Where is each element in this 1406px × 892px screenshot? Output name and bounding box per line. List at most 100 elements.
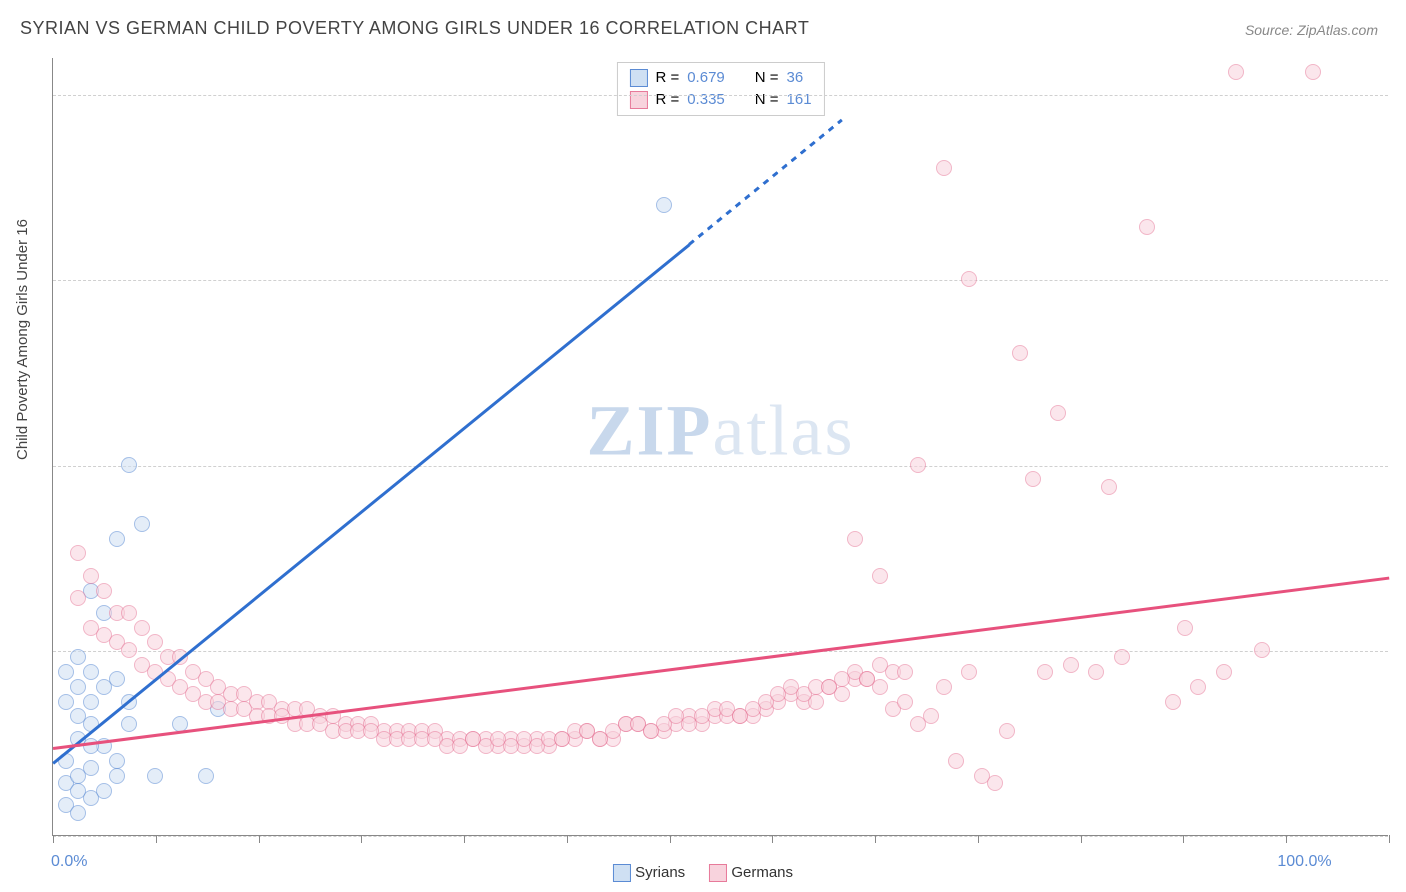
data-point <box>70 679 86 695</box>
data-point <box>1254 642 1270 658</box>
legend-r-label: R = <box>655 89 679 111</box>
data-point <box>936 160 952 176</box>
data-point <box>121 457 137 473</box>
data-point <box>1101 479 1117 495</box>
data-point <box>1165 694 1181 710</box>
x-tick-label: 100.0% <box>1277 853 1331 871</box>
legend-r-value: 0.335 <box>687 89 725 111</box>
trendline <box>688 119 842 245</box>
data-point <box>70 545 86 561</box>
data-point <box>109 753 125 769</box>
legend-item: Germans <box>709 864 793 882</box>
watermark: ZIPatlas <box>587 389 855 472</box>
y-tick-label: 25.0% <box>1396 659 1406 677</box>
data-point <box>121 605 137 621</box>
data-point <box>58 664 74 680</box>
gridline <box>53 280 1388 281</box>
data-point <box>83 694 99 710</box>
legend-n-label: N = <box>755 67 779 89</box>
x-tick-label: 0.0% <box>51 853 87 871</box>
data-point <box>872 568 888 584</box>
y-axis-label: Child Poverty Among Girls Under 16 <box>14 219 31 460</box>
legend-row: R = 0.679 N = 36 <box>629 67 811 89</box>
data-point <box>70 708 86 724</box>
data-point <box>656 197 672 213</box>
gridline <box>53 95 1388 96</box>
y-tick-label: 100.0% <box>1396 103 1406 121</box>
data-point <box>1228 64 1244 80</box>
trendline <box>52 244 690 765</box>
data-point <box>1012 345 1028 361</box>
data-point <box>109 671 125 687</box>
data-point <box>1139 219 1155 235</box>
data-point <box>847 531 863 547</box>
data-point <box>134 620 150 636</box>
data-point <box>70 783 86 799</box>
x-tick <box>772 835 773 843</box>
legend-r-value: 0.679 <box>687 67 725 89</box>
data-point <box>1088 664 1104 680</box>
legend-n-value: 161 <box>787 89 812 111</box>
legend-swatch <box>709 864 727 882</box>
x-tick <box>1081 835 1082 843</box>
data-point <box>1063 657 1079 673</box>
data-point <box>936 679 952 695</box>
data-point <box>948 753 964 769</box>
legend-label: Germans <box>731 864 793 881</box>
data-point <box>96 783 112 799</box>
legend-n-value: 36 <box>787 67 804 89</box>
data-point <box>58 694 74 710</box>
data-point <box>147 768 163 784</box>
x-tick <box>1183 835 1184 843</box>
data-point <box>999 723 1015 739</box>
data-point <box>121 716 137 732</box>
x-tick <box>259 835 260 843</box>
data-point <box>70 590 86 606</box>
data-point <box>1190 679 1206 695</box>
data-point <box>109 768 125 784</box>
data-point <box>910 457 926 473</box>
x-tick <box>978 835 979 843</box>
scatter-plot: ZIPatlas R = 0.679 N = 36 R = 0.335 N = 161… <box>52 58 1388 836</box>
x-tick <box>53 835 54 843</box>
legend-n-label: N = <box>755 89 779 111</box>
data-point <box>1037 664 1053 680</box>
data-point <box>121 642 137 658</box>
data-point <box>147 634 163 650</box>
data-point <box>96 583 112 599</box>
x-tick <box>156 835 157 843</box>
data-point <box>1114 649 1130 665</box>
data-point <box>1177 620 1193 636</box>
legend-item: Syrians <box>613 864 685 882</box>
gridline <box>53 651 1388 652</box>
legend-swatch <box>629 69 647 87</box>
legend-row: R = 0.335 N = 161 <box>629 89 811 111</box>
data-point <box>134 516 150 532</box>
data-point <box>1050 405 1066 421</box>
legend-r-label: R = <box>655 67 679 89</box>
correlation-legend: R = 0.679 N = 36 R = 0.335 N = 161 <box>616 62 824 116</box>
x-tick <box>670 835 671 843</box>
data-point <box>872 657 888 673</box>
legend-swatch <box>629 91 647 109</box>
x-tick <box>875 835 876 843</box>
x-tick <box>567 835 568 843</box>
data-point <box>198 768 214 784</box>
x-tick <box>1286 835 1287 843</box>
trendline <box>53 577 1389 750</box>
x-tick <box>361 835 362 843</box>
chart-title: SYRIAN VS GERMAN CHILD POVERTY AMONG GIR… <box>20 18 809 39</box>
data-point <box>859 671 875 687</box>
x-tick <box>464 835 465 843</box>
data-point <box>83 568 99 584</box>
data-point <box>897 694 913 710</box>
data-point <box>961 664 977 680</box>
gridline <box>53 836 1388 837</box>
gridline <box>53 466 1388 467</box>
source-attribution: Source: ZipAtlas.com <box>1245 22 1378 38</box>
legend-swatch <box>613 864 631 882</box>
data-point <box>987 775 1003 791</box>
data-point <box>1025 471 1041 487</box>
y-tick-label: 75.0% <box>1396 288 1406 306</box>
data-point <box>109 531 125 547</box>
